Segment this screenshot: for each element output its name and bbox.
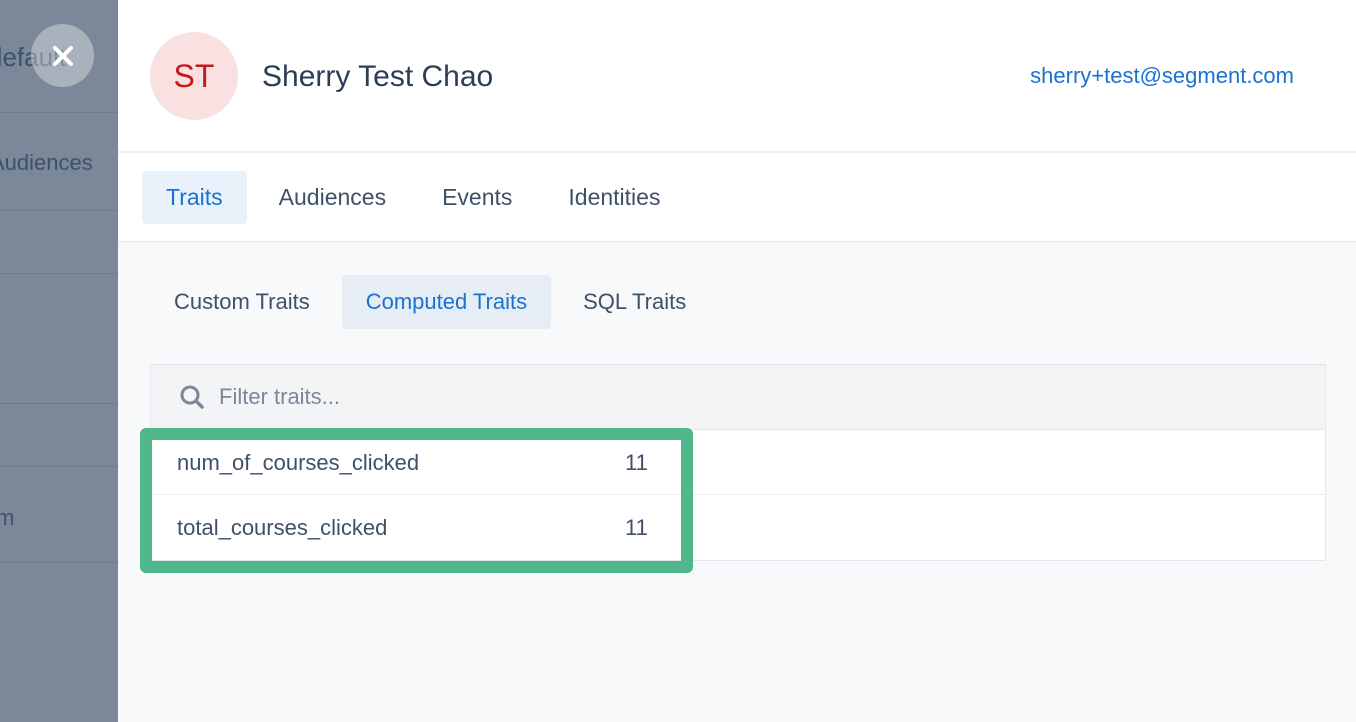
table-row: total_courses_clicked 11 [151, 495, 1325, 560]
close-icon [52, 45, 73, 66]
trait-value: 11 [625, 450, 648, 475]
profile-panel: ST Sherry Test Chao sherry+test@segment.… [118, 0, 1356, 722]
filter-traits-input[interactable] [219, 384, 819, 410]
trait-value: 11 [625, 515, 648, 540]
tab-audiences[interactable]: Audiences [278, 183, 387, 210]
profile-name: Sherry Test Chao [262, 60, 494, 93]
search-icon [180, 385, 204, 409]
tab-events[interactable]: Events [442, 183, 513, 210]
subtab-custom-traits[interactable]: Custom Traits [174, 289, 310, 314]
trait-subtabs: Custom Traits Computed Traits SQL Traits [118, 275, 1356, 329]
background-page: default Audiences m [0, 0, 118, 722]
table-row: num_of_courses_clicked 11 [151, 430, 1325, 495]
avatar: ST [150, 32, 238, 120]
profile-email-link[interactable]: sherry+test@segment.com [1030, 63, 1294, 88]
profile-header: ST Sherry Test Chao sherry+test@segment.… [118, 0, 1356, 153]
profile-tabs: Traits Audiences Events Identities [118, 153, 1356, 243]
subtab-computed-traits[interactable]: Computed Traits [341, 275, 552, 329]
tab-traits[interactable]: Traits [142, 170, 247, 224]
traits-table: num_of_courses_clicked 11 total_courses_… [150, 364, 1326, 561]
close-button[interactable] [31, 24, 94, 87]
filter-bar [151, 365, 1325, 430]
tab-identities[interactable]: Identities [568, 183, 661, 210]
trait-key: num_of_courses_clicked [177, 450, 420, 475]
subtab-sql-traits[interactable]: SQL Traits [583, 289, 687, 314]
background-nav-audiences: Audiences [0, 150, 93, 175]
background-row-text: m [0, 505, 15, 530]
trait-key: total_courses_clicked [177, 515, 388, 540]
